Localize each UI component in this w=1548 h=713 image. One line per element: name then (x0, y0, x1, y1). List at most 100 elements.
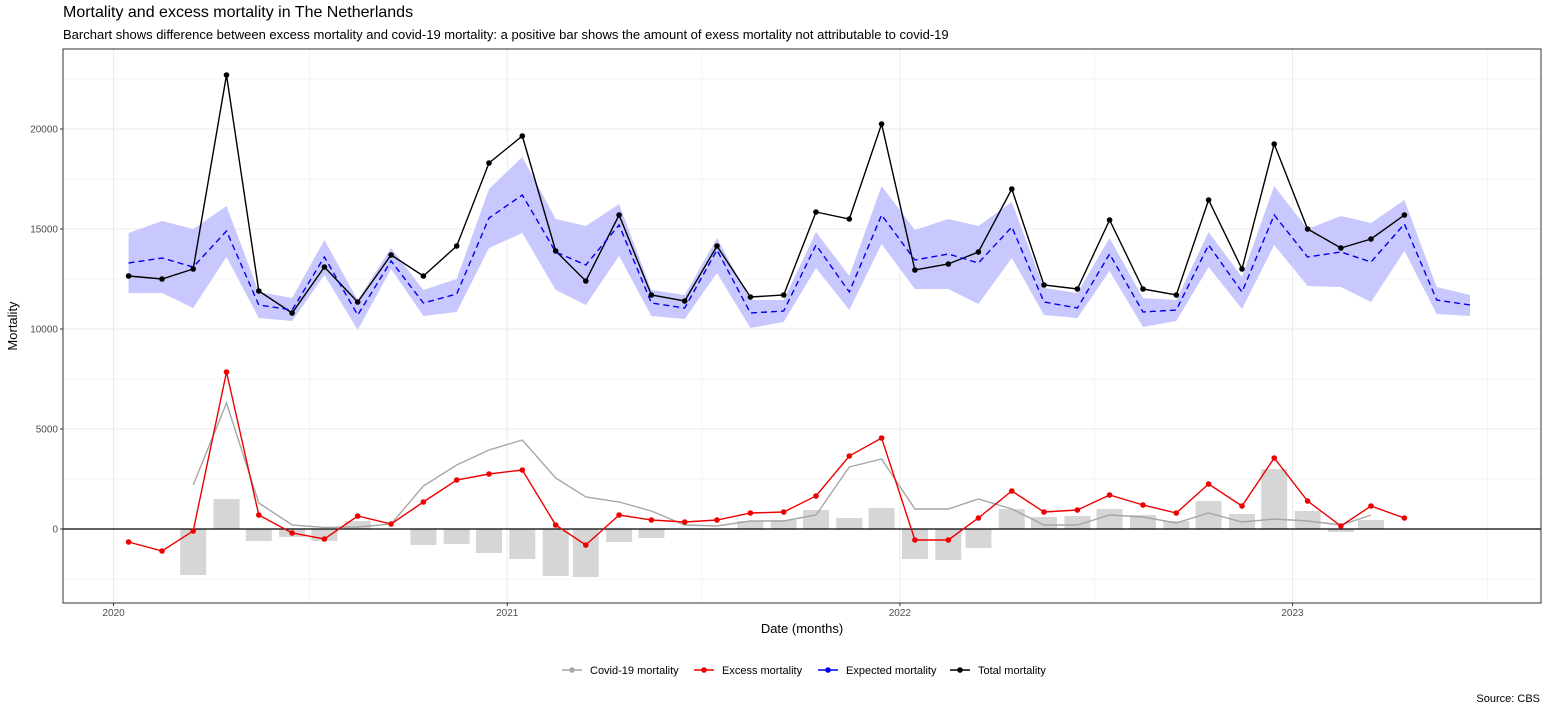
difference-bar (836, 518, 863, 529)
total-mortality-point (223, 72, 230, 78)
total-mortality-point (125, 273, 132, 279)
total-mortality-point (1271, 141, 1277, 147)
y-tick-label: 0 (52, 525, 58, 536)
total-mortality-point (681, 298, 688, 304)
y-axis-title: Mortality (5, 301, 20, 351)
excess-mortality-point (912, 537, 918, 543)
legend-label-expected-mortality: Expected mortality (846, 665, 937, 677)
excess-mortality-point (125, 539, 132, 545)
excess-mortality-point (289, 530, 295, 536)
total-mortality-point (1074, 286, 1081, 292)
excess-mortality-point (583, 542, 589, 548)
total-mortality-point (1173, 292, 1180, 298)
total-mortality-point (420, 273, 427, 279)
x-tick-label: 2021 (496, 608, 519, 619)
total-mortality-point (1368, 236, 1374, 242)
excess-mortality-point (190, 528, 196, 534)
difference-bar (901, 529, 928, 559)
total-mortality-point (321, 264, 328, 270)
chart-title: Mortality and excess mortality in The Ne… (63, 4, 414, 21)
excess-mortality-point (813, 493, 819, 499)
difference-bar (476, 529, 502, 553)
legend: Covid-19 mortality Excess mortality Expect… (562, 665, 1046, 677)
total-mortality-point (552, 248, 559, 254)
difference-bar (509, 529, 536, 559)
excess-mortality-point (519, 467, 526, 473)
legend-key-dot (957, 667, 963, 673)
legend-key-dot (825, 667, 831, 673)
excess-mortality-point (878, 435, 885, 441)
excess-mortality-point (453, 477, 460, 483)
y-tick-label: 10000 (30, 325, 58, 336)
difference-bar (443, 529, 470, 544)
difference-bar (1358, 520, 1384, 529)
total-mortality-point (1304, 226, 1311, 232)
total-mortality-point (159, 276, 165, 282)
total-mortality-point (714, 243, 720, 249)
x-tick-label: 2023 (1281, 608, 1304, 619)
difference-bar (998, 509, 1025, 529)
legend-label-total-mortality: Total mortality (978, 665, 1046, 677)
difference-bar (1064, 516, 1091, 529)
expected-mortality-line (128, 193, 1471, 317)
difference-bar (1031, 517, 1057, 529)
total-mortality-point (616, 212, 622, 218)
y-tick-label: 20000 (30, 125, 58, 136)
excess-mortality-point (747, 510, 754, 516)
excess-mortality-point (1368, 503, 1374, 509)
total-mortality-point (945, 261, 952, 267)
y-tick-label: 15000 (30, 225, 58, 236)
excess-mortality-point (1009, 488, 1015, 494)
difference-bar (1327, 529, 1354, 532)
total-mortality-point (453, 243, 460, 249)
difference-bar (1163, 521, 1190, 529)
series-points (125, 72, 1408, 554)
excess-mortality-point (1041, 509, 1047, 515)
excess-mortality-point (616, 512, 622, 518)
excess-mortality-point (1338, 523, 1344, 529)
excess-mortality-point (1074, 507, 1081, 513)
excess-mortality-point (1239, 503, 1245, 509)
difference-bar (1096, 509, 1123, 529)
chart-subtitle: Barchart shows difference between excess… (63, 27, 949, 42)
total-mortality-point (813, 209, 819, 215)
excess-mortality-point (1304, 498, 1311, 504)
total-mortality-point (519, 133, 526, 139)
difference-bar (737, 521, 764, 529)
difference-bar (770, 520, 797, 529)
excess-mortality-point (223, 369, 230, 375)
excess-mortality-point (420, 499, 427, 505)
plot-border (62, 48, 1542, 604)
total-mortality-point (583, 278, 589, 284)
excess-mortality-point (388, 521, 394, 527)
total-mortality-point (1106, 217, 1113, 223)
total-mortality-point (1205, 197, 1212, 203)
excess-mortality-point (975, 515, 982, 521)
difference-bar (638, 529, 665, 538)
excess-mortality-point (486, 471, 492, 477)
difference-bar (180, 529, 207, 575)
excess-mortality-point (1173, 510, 1180, 516)
excess-mortality-point (552, 522, 559, 528)
difference-bar (542, 529, 569, 576)
total-mortality-point (912, 267, 918, 273)
total-mortality-point (846, 216, 853, 222)
total-mortality-point (975, 249, 982, 255)
legend-key-dot (701, 667, 707, 673)
excess-mortality-point (1401, 515, 1408, 521)
total-mortality-point (255, 288, 262, 294)
excess-mortality-point (681, 519, 688, 525)
excess-mortality-point (945, 537, 952, 543)
total-mortality-point (747, 294, 754, 300)
legend-key-dot (569, 667, 575, 673)
excess-mortality-point (1106, 492, 1113, 498)
difference-bar (868, 508, 895, 529)
x-tick-label: 2022 (889, 608, 912, 619)
excess-mortality-line (128, 371, 1405, 552)
difference-bar (344, 521, 371, 529)
total-mortality-point (388, 252, 394, 258)
y-axis: 0 5000 10000 15000 20000 (30, 125, 63, 536)
excess-mortality-point (354, 513, 361, 519)
total-mortality-point (1338, 245, 1344, 251)
